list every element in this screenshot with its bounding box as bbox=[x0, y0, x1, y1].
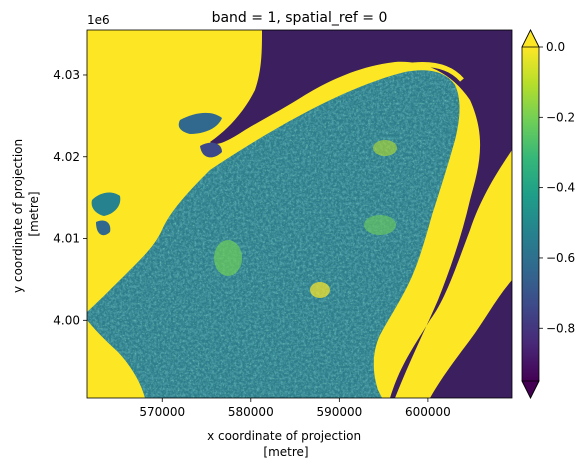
y-axis-label: y coordinate of projection [metre] bbox=[11, 135, 41, 293]
x-tick-label: 600000 bbox=[405, 405, 451, 419]
patch-upper-2 bbox=[200, 142, 222, 158]
coastline-strip bbox=[203, 62, 464, 163]
x-tick-label: 590000 bbox=[316, 405, 362, 419]
island-left-2 bbox=[96, 220, 111, 236]
light-patch-1 bbox=[214, 240, 242, 276]
colorbar-tick-label: −0.4 bbox=[546, 181, 575, 195]
water-region-dark bbox=[210, 30, 512, 398]
colorbar-gradient bbox=[522, 47, 539, 381]
x-axis-ticks: 570000 580000 590000 600000 bbox=[139, 398, 451, 419]
x-axis-label: x coordinate of projection [metre] bbox=[207, 429, 365, 459]
colorbar-tick-label: −0.8 bbox=[546, 321, 575, 335]
y-tick-label: 4.00 bbox=[53, 313, 80, 327]
light-patch-4 bbox=[310, 282, 330, 298]
x-tick-label: 570000 bbox=[139, 405, 185, 419]
colorbar: 0.0 −0.2 −0.4 −0.6 −0.8 bbox=[521, 29, 575, 399]
y-axis-ticks: 4.00 4.01 4.02 4.03 bbox=[53, 68, 87, 327]
svg-text:y coordinate of projection: y coordinate of projection [metre] bbox=[11, 135, 41, 293]
colorbar-ticks: 0.0 −0.2 −0.4 −0.6 −0.8 bbox=[539, 40, 575, 335]
patch-upper bbox=[178, 112, 222, 134]
plot-frame bbox=[86, 29, 513, 399]
y-tick-label: 4.01 bbox=[53, 232, 80, 246]
raster-image bbox=[87, 30, 512, 398]
island-left bbox=[91, 192, 121, 216]
chart-title: band = 1, spatial_ref = 0 bbox=[212, 10, 388, 26]
colorbar-extend-max bbox=[521, 29, 540, 48]
x-axis-label-line-2: [metre] bbox=[263, 445, 308, 459]
colorbar-outline bbox=[521, 29, 540, 399]
colorbar-tick-label: −0.6 bbox=[546, 251, 575, 265]
x-tick-label: 580000 bbox=[228, 405, 274, 419]
y-axis-label-line-2: [metre] bbox=[27, 191, 41, 236]
y-tick-label: 4.03 bbox=[53, 68, 80, 82]
colorbar-extend-min bbox=[521, 380, 540, 399]
y-axis-offset-label: 1e6 bbox=[87, 13, 110, 27]
light-patch-2 bbox=[364, 215, 396, 235]
light-patch-3 bbox=[373, 140, 397, 156]
x-axis-label-line-1: x coordinate of projection bbox=[207, 429, 361, 443]
land-texture-light bbox=[87, 70, 460, 398]
colorbar-tick-label: 0.0 bbox=[546, 40, 565, 54]
y-axis-label-line-1: y coordinate of projection bbox=[11, 139, 25, 293]
y-tick-label: 4.02 bbox=[53, 150, 80, 164]
colorbar-tick-label: −0.2 bbox=[546, 110, 575, 124]
coastline-strip-east bbox=[377, 149, 468, 354]
